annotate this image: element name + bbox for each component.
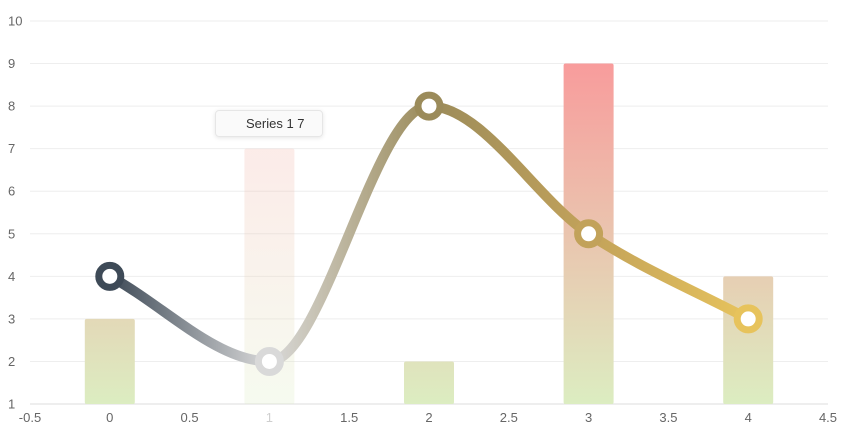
tooltip-text: Series 1 7 xyxy=(246,116,305,131)
x-tick-label: 4.5 xyxy=(819,410,837,425)
line-point[interactable] xyxy=(254,346,284,376)
line-point[interactable] xyxy=(574,219,604,249)
x-tick-label: 0.5 xyxy=(181,410,199,425)
line-point[interactable] xyxy=(414,91,444,121)
bar[interactable] xyxy=(244,148,295,404)
y-tick-label: 8 xyxy=(8,99,15,114)
x-tick-label: 4 xyxy=(745,410,752,425)
bar[interactable] xyxy=(84,318,135,404)
x-tick-label: 1 xyxy=(266,410,273,425)
grid-lines xyxy=(30,20,828,405)
y-tick-label: 3 xyxy=(8,311,15,326)
y-tick-label: 4 xyxy=(8,269,15,284)
y-tick-label: 1 xyxy=(8,397,15,412)
y-tick-label: 9 xyxy=(8,56,15,71)
x-tick-label: 2.5 xyxy=(500,410,518,425)
tooltip: Series 1 7 xyxy=(215,110,323,137)
y-tick-label: 7 xyxy=(8,141,15,156)
line-point[interactable] xyxy=(733,304,763,334)
bar[interactable] xyxy=(723,276,774,404)
y-tick-label: 5 xyxy=(8,226,15,241)
x-tick-label: -0.5 xyxy=(19,410,41,425)
y-tick-label: 6 xyxy=(8,184,15,199)
x-tick-label: 0 xyxy=(106,410,113,425)
bar[interactable] xyxy=(404,361,454,404)
y-tick-label: 2 xyxy=(8,354,15,369)
line-point[interactable] xyxy=(95,261,125,291)
line-points xyxy=(95,91,763,376)
x-tick-label: 1.5 xyxy=(340,410,358,425)
x-tick-label: 2 xyxy=(425,410,432,425)
x-axis: -0.5 0 0.5 1 1.5 2 2.5 3 3.5 4 4.5 xyxy=(19,410,837,425)
y-axis: 1 2 3 4 5 6 7 8 9 10 xyxy=(8,14,22,412)
y-tick-label: 10 xyxy=(8,14,22,29)
x-tick-label: 3.5 xyxy=(659,410,677,425)
bar-series xyxy=(84,63,774,405)
x-tick-label: 3 xyxy=(585,410,592,425)
